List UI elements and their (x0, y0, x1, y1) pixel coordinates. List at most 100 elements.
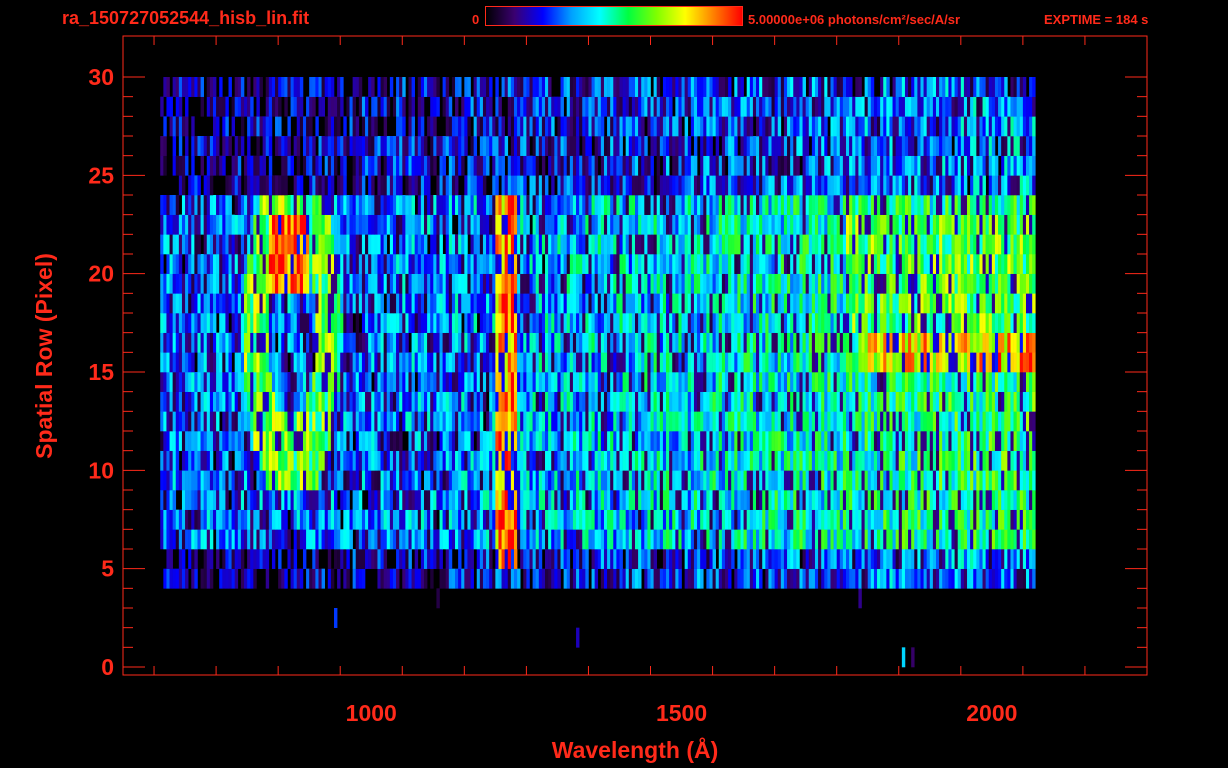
heatmap-cell (994, 372, 999, 392)
heatmap-cell (200, 450, 204, 471)
heatmap-cell (318, 411, 322, 432)
heatmap-cell (603, 509, 608, 530)
heatmap-cell (858, 332, 862, 353)
heatmap-cell (603, 431, 608, 451)
heatmap-cell (181, 431, 186, 451)
heatmap-cell (334, 608, 338, 628)
heatmap-cell (802, 549, 806, 569)
heatmap-cell (278, 372, 282, 392)
heatmap-cell (662, 372, 667, 392)
heatmap-cell (880, 391, 884, 412)
heatmap-cell (349, 313, 353, 333)
heatmap-cell (278, 273, 282, 294)
heatmap-cell (1032, 254, 1036, 274)
heatmap-cell (864, 490, 869, 510)
heatmap-cell (548, 529, 552, 550)
heatmap-cell (790, 529, 794, 550)
heatmap-cell (411, 273, 415, 294)
heatmap-cell (579, 529, 583, 550)
heatmap-cell (619, 509, 623, 530)
heatmap-cell (194, 568, 198, 589)
heatmap-cell (296, 391, 301, 412)
heatmap-cell (551, 313, 555, 333)
heatmap-cell (365, 313, 369, 333)
heatmap-cell (787, 234, 791, 255)
heatmap-cell (495, 470, 499, 491)
heatmap-cell (802, 529, 806, 550)
heatmap-cell (706, 352, 710, 373)
heatmap-cell (392, 529, 397, 550)
heatmap-cell (895, 411, 900, 432)
heatmap-cell (458, 549, 462, 569)
heatmap-cell (526, 391, 530, 412)
heatmap-cell (963, 332, 968, 353)
heatmap-cell (963, 391, 968, 412)
heatmap-cell (641, 372, 645, 392)
heatmap-cell (886, 509, 890, 530)
heatmap-cell (318, 254, 322, 274)
heatmap-cell (212, 214, 217, 235)
heatmap-cell (358, 450, 363, 471)
heatmap-cell (386, 332, 391, 353)
heatmap-cell (1029, 411, 1033, 432)
heatmap-cell (774, 313, 779, 333)
heatmap-cell (219, 568, 223, 589)
heatmap-cell (185, 490, 189, 510)
heatmap-cell (582, 273, 586, 294)
heatmap-cell (296, 293, 301, 314)
heatmap-cell (877, 470, 881, 491)
heatmap-cell (358, 293, 363, 314)
heatmap-cell (396, 431, 400, 451)
heatmap-cell (302, 273, 307, 294)
heatmap-cell (206, 313, 211, 333)
heatmap-cell (476, 372, 481, 392)
heatmap-cell (237, 254, 242, 274)
heatmap-cell (960, 549, 965, 569)
heatmap-cell (548, 411, 552, 432)
heatmap-cell (886, 431, 890, 451)
heatmap-cell (684, 509, 689, 530)
heatmap-cell (780, 352, 785, 373)
heatmap-cell (365, 273, 369, 294)
heatmap-cell (830, 509, 834, 530)
heatmap-cell (175, 234, 180, 255)
heatmap-cell (771, 411, 775, 432)
heatmap-cell (597, 470, 602, 491)
heatmap-cell (597, 549, 602, 569)
heatmap-cell (265, 391, 270, 412)
heatmap-cell (833, 273, 837, 294)
heatmap-cell (873, 313, 878, 333)
heatmap-cell (504, 293, 509, 314)
heatmap-cell (836, 352, 841, 373)
heatmap-cell (765, 431, 769, 451)
heatmap-cell (610, 490, 614, 510)
heatmap-cell (284, 391, 288, 412)
heatmap-cell (538, 568, 543, 589)
heatmap-cell (765, 568, 769, 589)
heatmap-cell (383, 254, 388, 274)
heatmap-cell (504, 411, 509, 432)
heatmap-cell (824, 470, 828, 491)
heatmap-cell (970, 313, 974, 333)
heatmap-cell (669, 352, 673, 373)
heatmap-cell (939, 372, 943, 392)
heatmap-cell (746, 352, 751, 373)
heatmap-cell (771, 490, 775, 510)
heatmap-cell (557, 293, 561, 314)
heatmap-cell (545, 254, 549, 274)
heatmap-cell (867, 431, 872, 451)
heatmap-cell (985, 431, 990, 451)
heatmap-cell (886, 332, 890, 353)
heatmap-cell (334, 549, 338, 569)
heatmap-cell (566, 234, 571, 255)
heatmap-cell (377, 450, 381, 471)
heatmap-cell (225, 254, 229, 274)
heatmap-cell (551, 450, 555, 471)
heatmap-cell (486, 529, 490, 550)
heatmap-cell (228, 352, 232, 373)
heatmap-cell (442, 431, 447, 451)
heatmap-cell (842, 254, 847, 274)
heatmap-cell (582, 372, 586, 392)
heatmap-cell (715, 431, 720, 451)
heatmap-cell (880, 568, 884, 589)
